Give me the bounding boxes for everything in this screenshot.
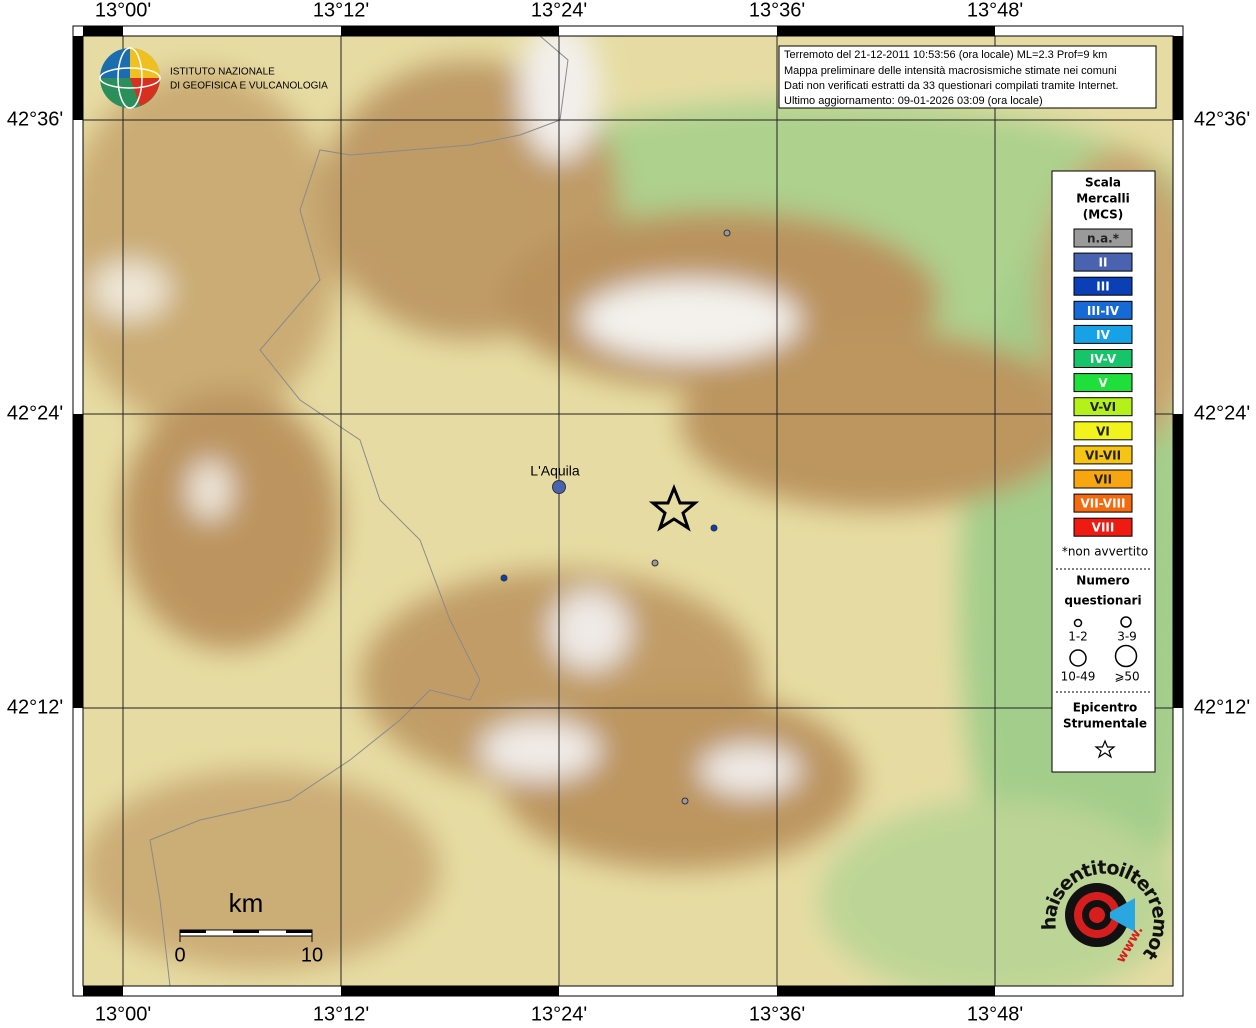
scale-bar: km 0 10 bbox=[174, 888, 323, 966]
lon-label: 13°12' bbox=[313, 0, 369, 21]
lon-label: 13°36' bbox=[749, 0, 805, 21]
frame-segment bbox=[73, 414, 83, 708]
lon-label: 13°12' bbox=[313, 1003, 369, 1024]
frame-segment bbox=[341, 26, 559, 36]
legend-swatch bbox=[1073, 324, 1133, 344]
legend-label: V bbox=[1098, 376, 1108, 390]
lat-label: 42°36' bbox=[7, 108, 63, 130]
lon-label: 13°48' bbox=[967, 1003, 1023, 1024]
legend-swatch bbox=[1073, 493, 1133, 513]
legend-swatch bbox=[1073, 445, 1133, 465]
obs-point bbox=[710, 524, 718, 532]
legend-swatch bbox=[1073, 252, 1133, 272]
count-size-label: 1-2 bbox=[1068, 630, 1088, 644]
legend-label: VII-VIII bbox=[1080, 497, 1125, 511]
place-label: L'Aquila bbox=[530, 463, 580, 479]
legend-swatch bbox=[1073, 373, 1133, 393]
legend-label: VI-VII bbox=[1085, 448, 1121, 462]
frame-segment bbox=[83, 986, 123, 996]
ingv-logo: ISTITUTO NAZIONALE DI GEOFISICA E VULCAN… bbox=[99, 47, 328, 109]
legend-label: IV-V bbox=[1090, 352, 1117, 366]
frame-segment bbox=[341, 986, 559, 996]
info-box: Terremoto del 21-12-2011 10:53:56 (ora l… bbox=[778, 45, 1157, 109]
lon-label: 13°00' bbox=[95, 0, 151, 21]
obs-point bbox=[723, 229, 731, 237]
obs-point bbox=[651, 559, 659, 567]
legend-label: V-VI bbox=[1090, 400, 1116, 414]
lat-label: 42°24' bbox=[7, 402, 63, 424]
lon-label: 13°24' bbox=[531, 0, 587, 21]
map-frame bbox=[72, 25, 1184, 997]
legend-title: Numero bbox=[1076, 574, 1129, 588]
info-line: Dati non verificati estratti da 33 quest… bbox=[784, 80, 1118, 92]
legend-title: Epicentro bbox=[1073, 701, 1138, 715]
legend-swatch bbox=[1073, 276, 1133, 296]
legend-swatch bbox=[1073, 300, 1133, 320]
legend-title: Scala bbox=[1085, 176, 1121, 190]
logo-text: ISTITUTO NAZIONALE bbox=[170, 67, 275, 78]
frame-segment bbox=[1173, 414, 1183, 708]
legend-swatch bbox=[1073, 469, 1133, 489]
legend-label: IV bbox=[1096, 328, 1110, 342]
obs-point bbox=[500, 574, 508, 582]
legend-title: questionari bbox=[1064, 594, 1141, 608]
lat-label: 42°36' bbox=[1194, 108, 1250, 130]
lon-label: 13°48' bbox=[967, 0, 1023, 21]
lat-label: 42°12' bbox=[1194, 696, 1250, 718]
legend-label: VII bbox=[1094, 473, 1112, 487]
logo-text: DI GEOFISICA E VULCANOLOGIA bbox=[170, 81, 328, 92]
legend-title: Strumentale bbox=[1063, 717, 1147, 731]
count-size-label: 3-9 bbox=[1117, 630, 1137, 644]
obs-point bbox=[681, 797, 689, 805]
frame-segment bbox=[1173, 36, 1183, 120]
obs-point bbox=[552, 480, 566, 494]
info-line: Ultimo aggiornamento: 09-01-2026 03:09 (… bbox=[784, 95, 1043, 107]
frame-segment bbox=[777, 986, 995, 996]
lon-label: 13°36' bbox=[749, 1003, 805, 1024]
legend-label: III bbox=[1096, 280, 1109, 294]
legend-label: III-IV bbox=[1087, 304, 1120, 318]
legend-title: (MCS) bbox=[1083, 208, 1124, 222]
graticule bbox=[83, 36, 1173, 986]
legend-swatch bbox=[1073, 517, 1133, 537]
legend-swatch bbox=[1073, 421, 1133, 441]
info-line: Mappa preliminare delle intensità macros… bbox=[784, 65, 1117, 77]
epicenter bbox=[648, 483, 700, 532]
frame-segment bbox=[777, 26, 995, 36]
terrain bbox=[83, 36, 1173, 986]
info-line: Terremoto del 21-12-2011 10:53:56 (ora l… bbox=[784, 49, 1107, 61]
observations bbox=[500, 229, 731, 805]
frame-segment bbox=[73, 36, 83, 120]
legend-label: VIII bbox=[1092, 521, 1115, 535]
legend: Scala Mercalli (MCS) *non avvertito Nume… bbox=[1051, 170, 1156, 773]
legend-swatch bbox=[1073, 349, 1133, 368]
scale-tick: 10 bbox=[301, 944, 323, 966]
count-size-label: ⩾50 bbox=[1114, 670, 1139, 684]
lon-label: 13°00' bbox=[95, 1003, 151, 1024]
legend-note: *non avvertito bbox=[1062, 545, 1148, 559]
legend-label: VI bbox=[1096, 424, 1110, 438]
lat-label: 42°12' bbox=[7, 696, 63, 718]
lon-label: 13°24' bbox=[531, 1003, 587, 1024]
legend-title: Mercalli bbox=[1076, 192, 1130, 206]
lat-label: 42°24' bbox=[1194, 402, 1250, 424]
scale-tick: 0 bbox=[174, 944, 185, 966]
count-size-label: 10-49 bbox=[1061, 670, 1096, 684]
legend-label: n.a.* bbox=[1087, 232, 1120, 246]
frame-segment bbox=[83, 26, 123, 36]
legend-swatch bbox=[1073, 228, 1133, 248]
scale-unit: km bbox=[229, 888, 264, 918]
legend-label: II bbox=[1099, 256, 1108, 270]
legend-swatch bbox=[1073, 397, 1133, 417]
